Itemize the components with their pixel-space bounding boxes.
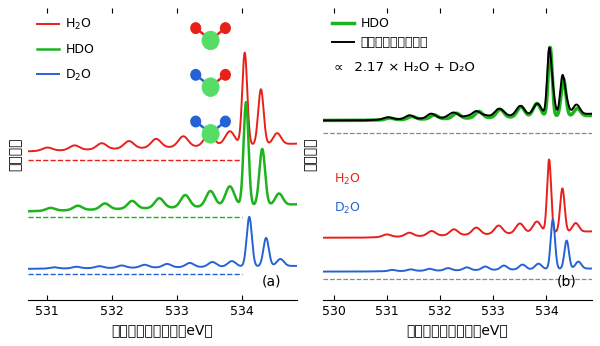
Circle shape	[202, 125, 219, 143]
Circle shape	[191, 116, 200, 127]
Circle shape	[221, 23, 230, 33]
X-axis label: 発光エネルギー　（eV）: 発光エネルギー （eV）	[112, 324, 213, 338]
Text: ∝  2.17 × H₂O + D₂O: ∝ 2.17 × H₂O + D₂O	[334, 61, 475, 74]
Y-axis label: 任意強度: 任意強度	[304, 138, 317, 171]
Circle shape	[221, 116, 230, 127]
Circle shape	[191, 70, 200, 80]
Legend: H$_2$O, HDO, D$_2$O: H$_2$O, HDO, D$_2$O	[34, 15, 97, 85]
Y-axis label: 任意強度: 任意強度	[8, 138, 22, 171]
Legend: HDO, フィッティング曲線: HDO, フィッティング曲線	[329, 15, 431, 52]
Text: (a): (a)	[262, 275, 281, 289]
Text: H$_2$O: H$_2$O	[334, 172, 361, 187]
Circle shape	[221, 70, 230, 80]
Circle shape	[202, 78, 219, 97]
X-axis label: 発光エネルギー　（eV）: 発光エネルギー （eV）	[406, 324, 508, 338]
Circle shape	[202, 31, 219, 50]
Text: D$_2$O: D$_2$O	[334, 201, 361, 216]
Circle shape	[191, 23, 200, 33]
Text: (b): (b)	[557, 275, 577, 289]
